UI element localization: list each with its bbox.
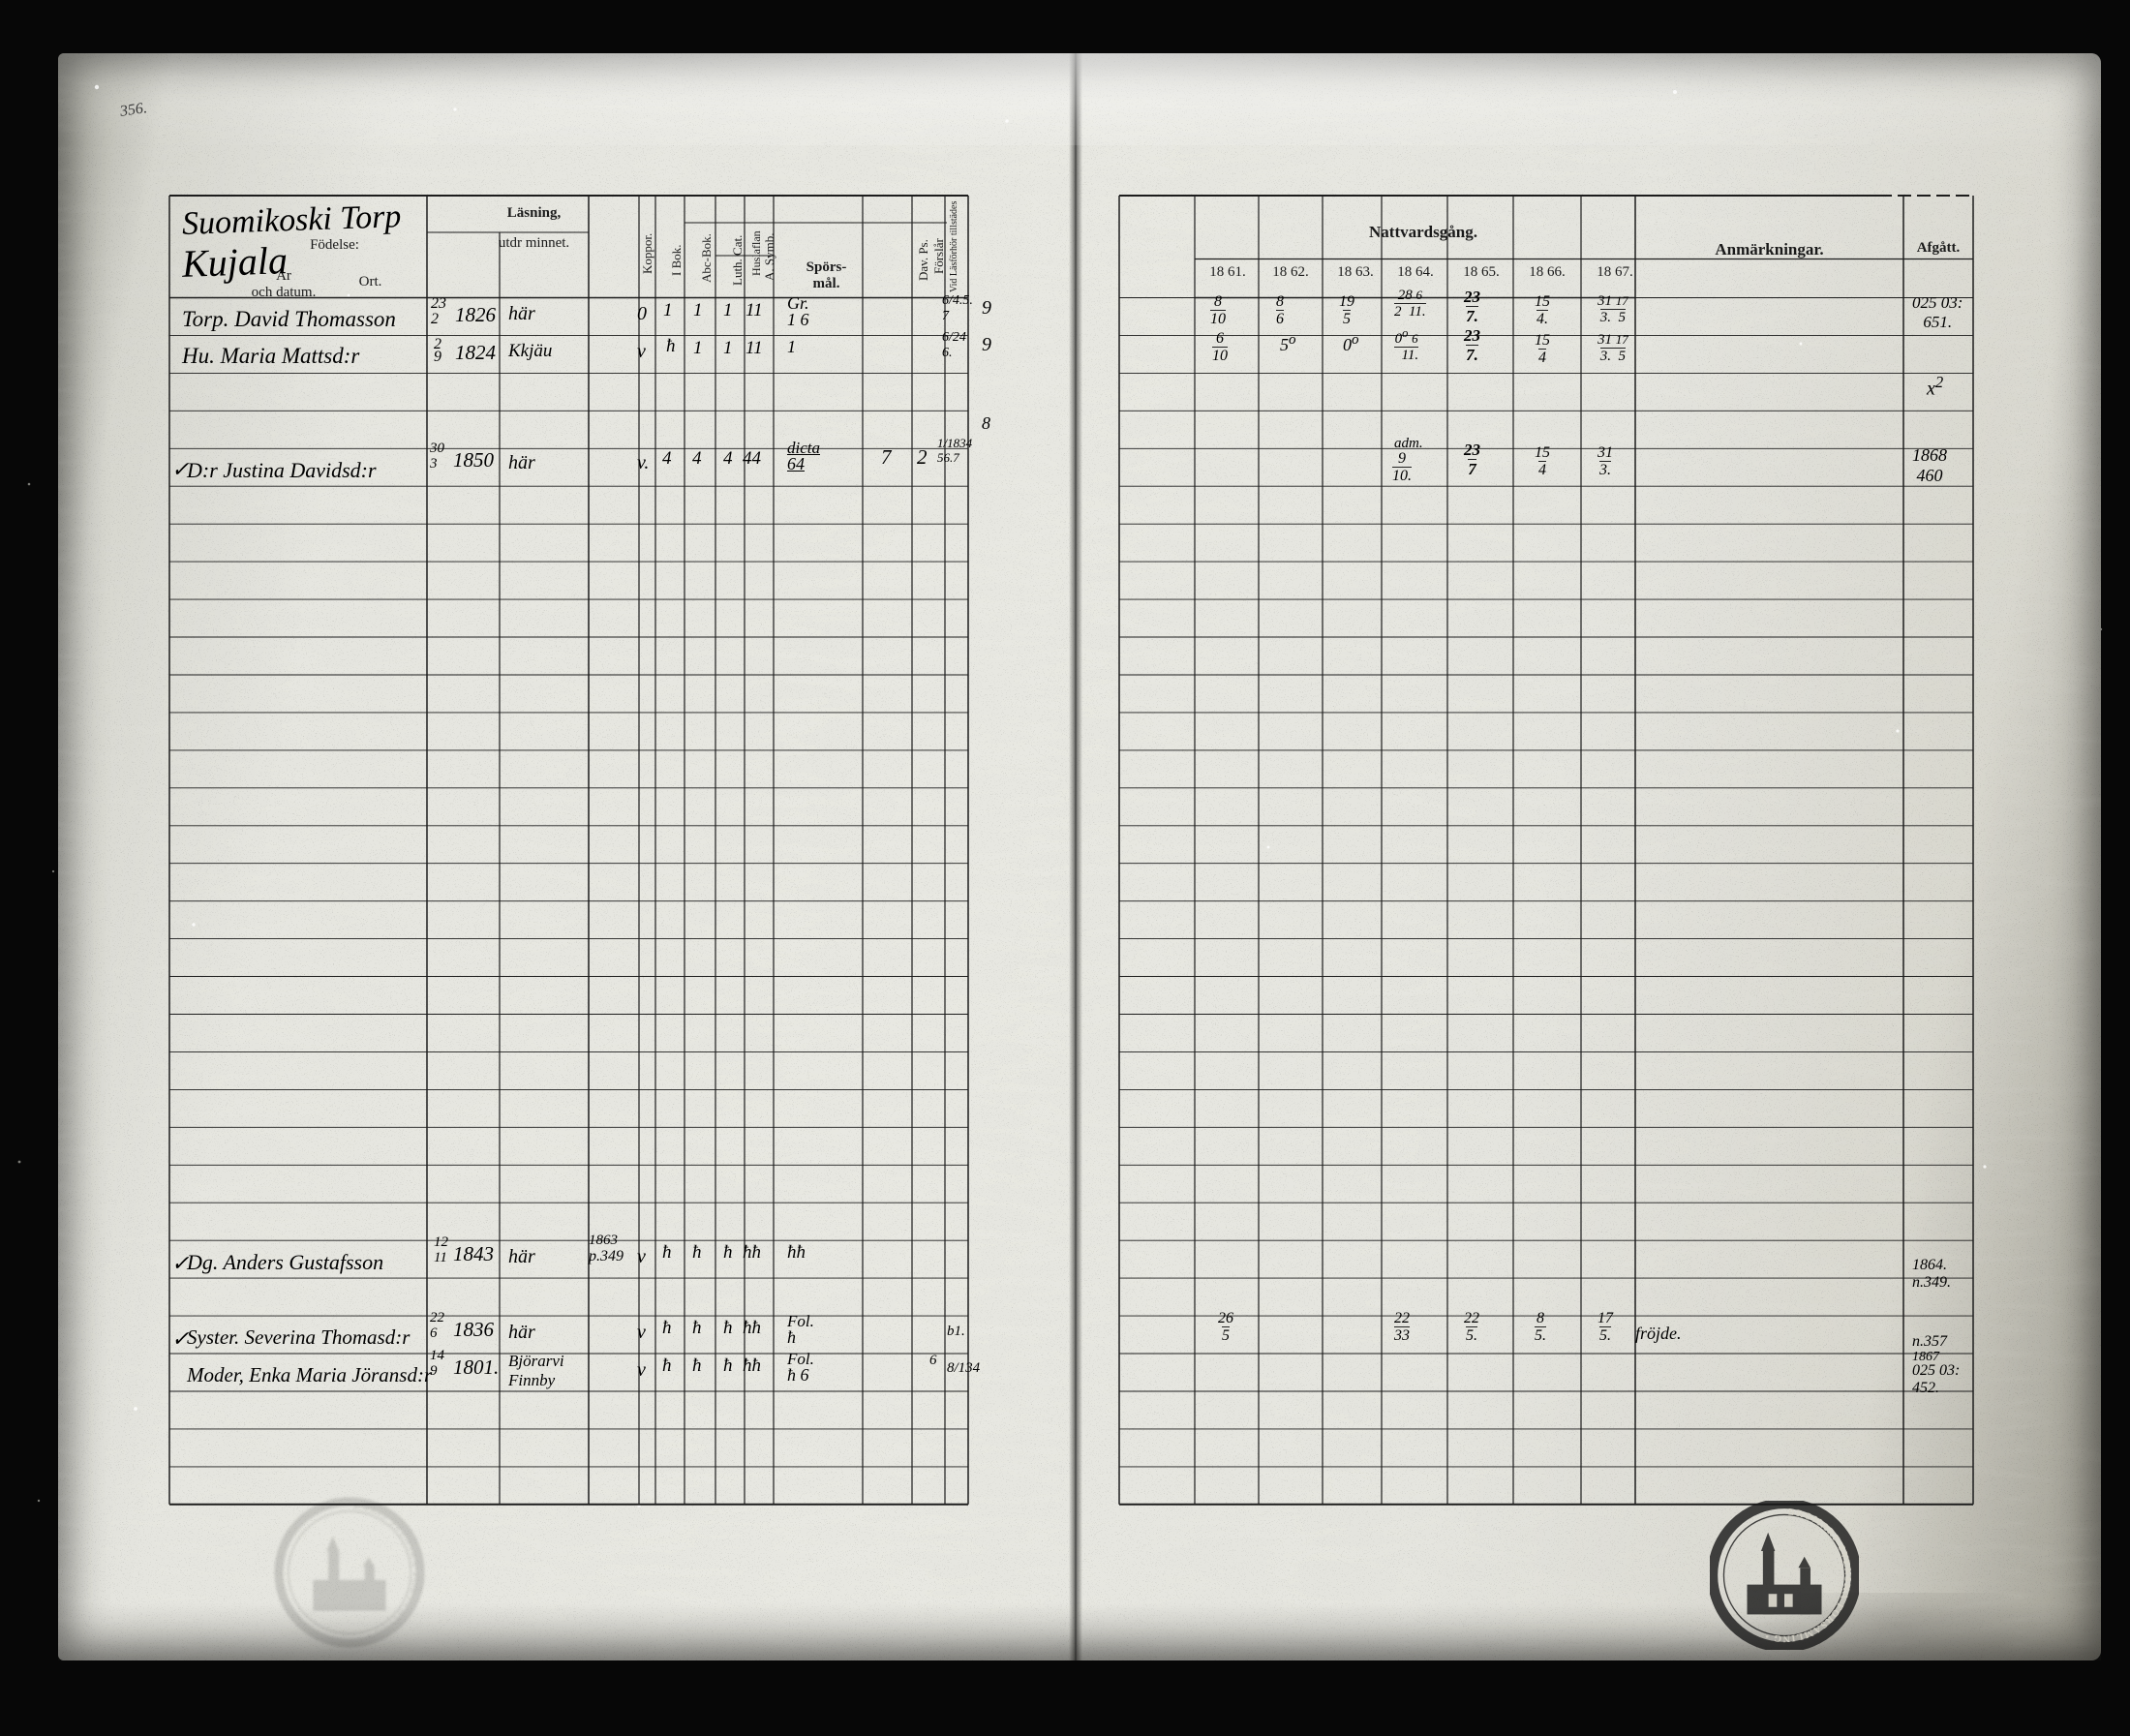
svg-text:KARIS SVENSKA FORSAMLING •: KARIS SVENSKA FORSAMLING • [353,1502,421,1642]
